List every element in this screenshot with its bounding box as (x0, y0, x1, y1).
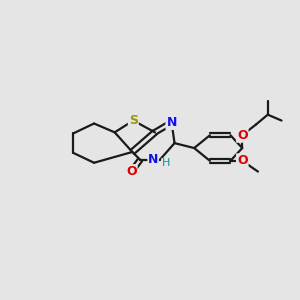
Text: N: N (148, 153, 158, 166)
Text: N: N (167, 116, 177, 129)
Text: O: O (237, 154, 247, 167)
Text: S: S (129, 114, 138, 127)
Text: O: O (126, 165, 137, 178)
Text: O: O (237, 129, 247, 142)
Text: H: H (161, 158, 170, 168)
